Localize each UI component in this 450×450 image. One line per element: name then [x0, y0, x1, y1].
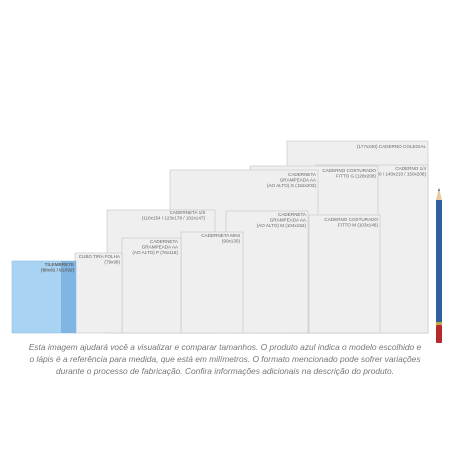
product-label: CADERNETA MINI — [201, 233, 240, 238]
product-label: CADERNO COSTURADO — [324, 217, 378, 222]
product-label: GRAMPEADA AA — [280, 178, 317, 183]
caption-line: o lápis é a referência para medida, que … — [29, 354, 421, 364]
boxes: (177x240) CADERNO COLEGIAL CADERNO 1/4(14… — [11, 140, 429, 334]
product-label: CADERNO 1/4 — [395, 166, 426, 171]
product-label: GRAMPEADA AA — [270, 218, 307, 223]
product-box — [74, 252, 123, 334]
pencil-tip — [436, 188, 442, 200]
product-label: (140x200 / 140x210 / 150x208) — [362, 172, 426, 177]
product-label: (AO ALTO) G (152x203) — [267, 183, 317, 188]
pencil-body — [436, 200, 442, 322]
product-label: FITTO M (103x146) — [338, 223, 379, 228]
pencil-lead — [438, 188, 440, 191]
product-label: (110x154 / 123x178 / 102x147) — [142, 216, 206, 221]
product-label: FITTO G (128x208) — [336, 174, 376, 179]
product-label: CADERNETA 1/8 — [170, 210, 206, 215]
product-box — [180, 231, 244, 334]
product-label: CADERNETA — [288, 172, 317, 177]
product-label: (80x91 / 91X92) — [41, 268, 74, 273]
product-label: (AO ALTO) M (104x152) — [257, 223, 307, 228]
product-label: (177x240) CADERNO COLEGIAL — [357, 144, 427, 149]
product-label: TILEMBRETE — [45, 262, 74, 267]
product-label: CADERNETA — [278, 212, 307, 217]
pencil — [436, 188, 442, 343]
selected-product-edge — [61, 261, 76, 333]
product-label: (90x130) — [222, 239, 241, 244]
product-label: GRAMPEADA AA — [142, 245, 179, 250]
product-box — [308, 214, 381, 334]
product-label: CUBO TIRA FOLHA — [79, 254, 121, 259]
pencil-eraser — [436, 325, 442, 343]
caption-line: durante o processo de fabricação. Confir… — [56, 366, 394, 376]
product-label: (79x98) — [104, 260, 120, 265]
product-label: CADERNO COSTURADO — [322, 168, 376, 173]
product-label: CADERNETA — [150, 239, 179, 244]
product-box — [121, 237, 182, 334]
pencil-band — [436, 322, 442, 325]
caption-line: Esta imagem ajudará você a visualizar e … — [29, 342, 422, 352]
product-label: (AO ALTO) P (76x118) — [132, 250, 178, 255]
caption: Esta imagem ajudará você a visualizar e … — [29, 342, 422, 376]
